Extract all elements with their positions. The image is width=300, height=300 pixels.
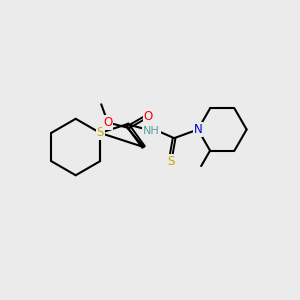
Text: O: O — [103, 116, 112, 129]
Text: O: O — [144, 110, 153, 124]
Text: S: S — [97, 126, 104, 140]
Text: S: S — [167, 155, 174, 168]
Text: NH: NH — [143, 126, 160, 136]
Text: N: N — [194, 123, 202, 136]
